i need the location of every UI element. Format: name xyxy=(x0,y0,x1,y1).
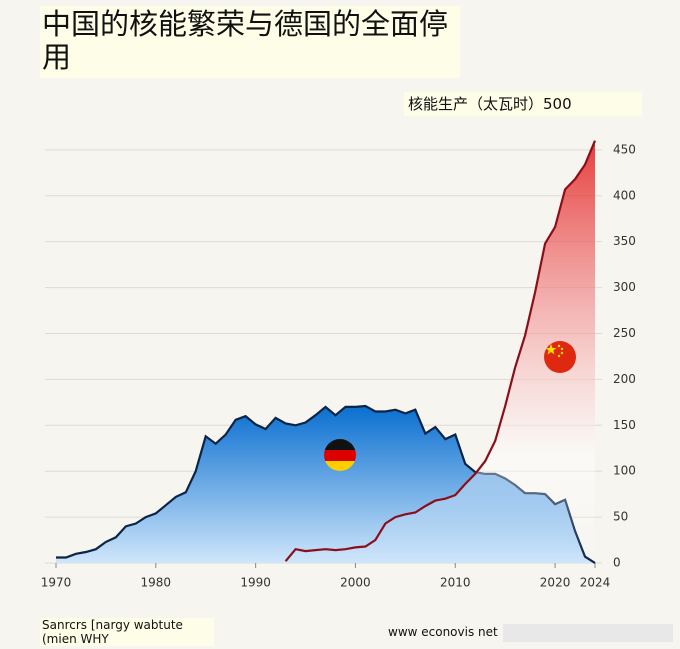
y-tick-label: 0 xyxy=(613,556,621,570)
y-tick-label: 350 xyxy=(613,234,636,248)
credit: www econovis net xyxy=(388,625,498,639)
x-tick-label: 2010 xyxy=(440,576,471,590)
y-tick-label: 150 xyxy=(613,418,636,432)
x-tick-label: 1970 xyxy=(41,576,72,590)
y-tick-label: 300 xyxy=(613,280,636,294)
x-tick-label: 2000 xyxy=(340,576,371,590)
y-tick-label: 100 xyxy=(613,464,636,478)
germany-flag xyxy=(324,439,356,471)
chart-title: 中国的核能繁荣与德国的全面停用 xyxy=(40,6,460,78)
y-tick-label: 200 xyxy=(613,372,636,386)
source: Sanrcrs [nargy wabtute (mien WHY xyxy=(40,618,214,646)
x-tick-label: 1990 xyxy=(240,576,271,590)
y-tick-label: 250 xyxy=(613,326,636,340)
y-tick-label: 50 xyxy=(613,510,628,524)
share-bar xyxy=(503,624,673,642)
x-tick-label: 2024 xyxy=(580,576,611,590)
y-tick-label: 450 xyxy=(613,142,636,156)
x-tick-label: 2020 xyxy=(540,576,571,590)
china-flag xyxy=(544,341,576,373)
line xyxy=(284,140,597,562)
area xyxy=(285,140,595,563)
x-tick-label: 1980 xyxy=(141,576,172,590)
y-axis-label: 核能生产（太瓦时）500 xyxy=(404,92,642,116)
y-tick-label: 400 xyxy=(613,188,636,202)
